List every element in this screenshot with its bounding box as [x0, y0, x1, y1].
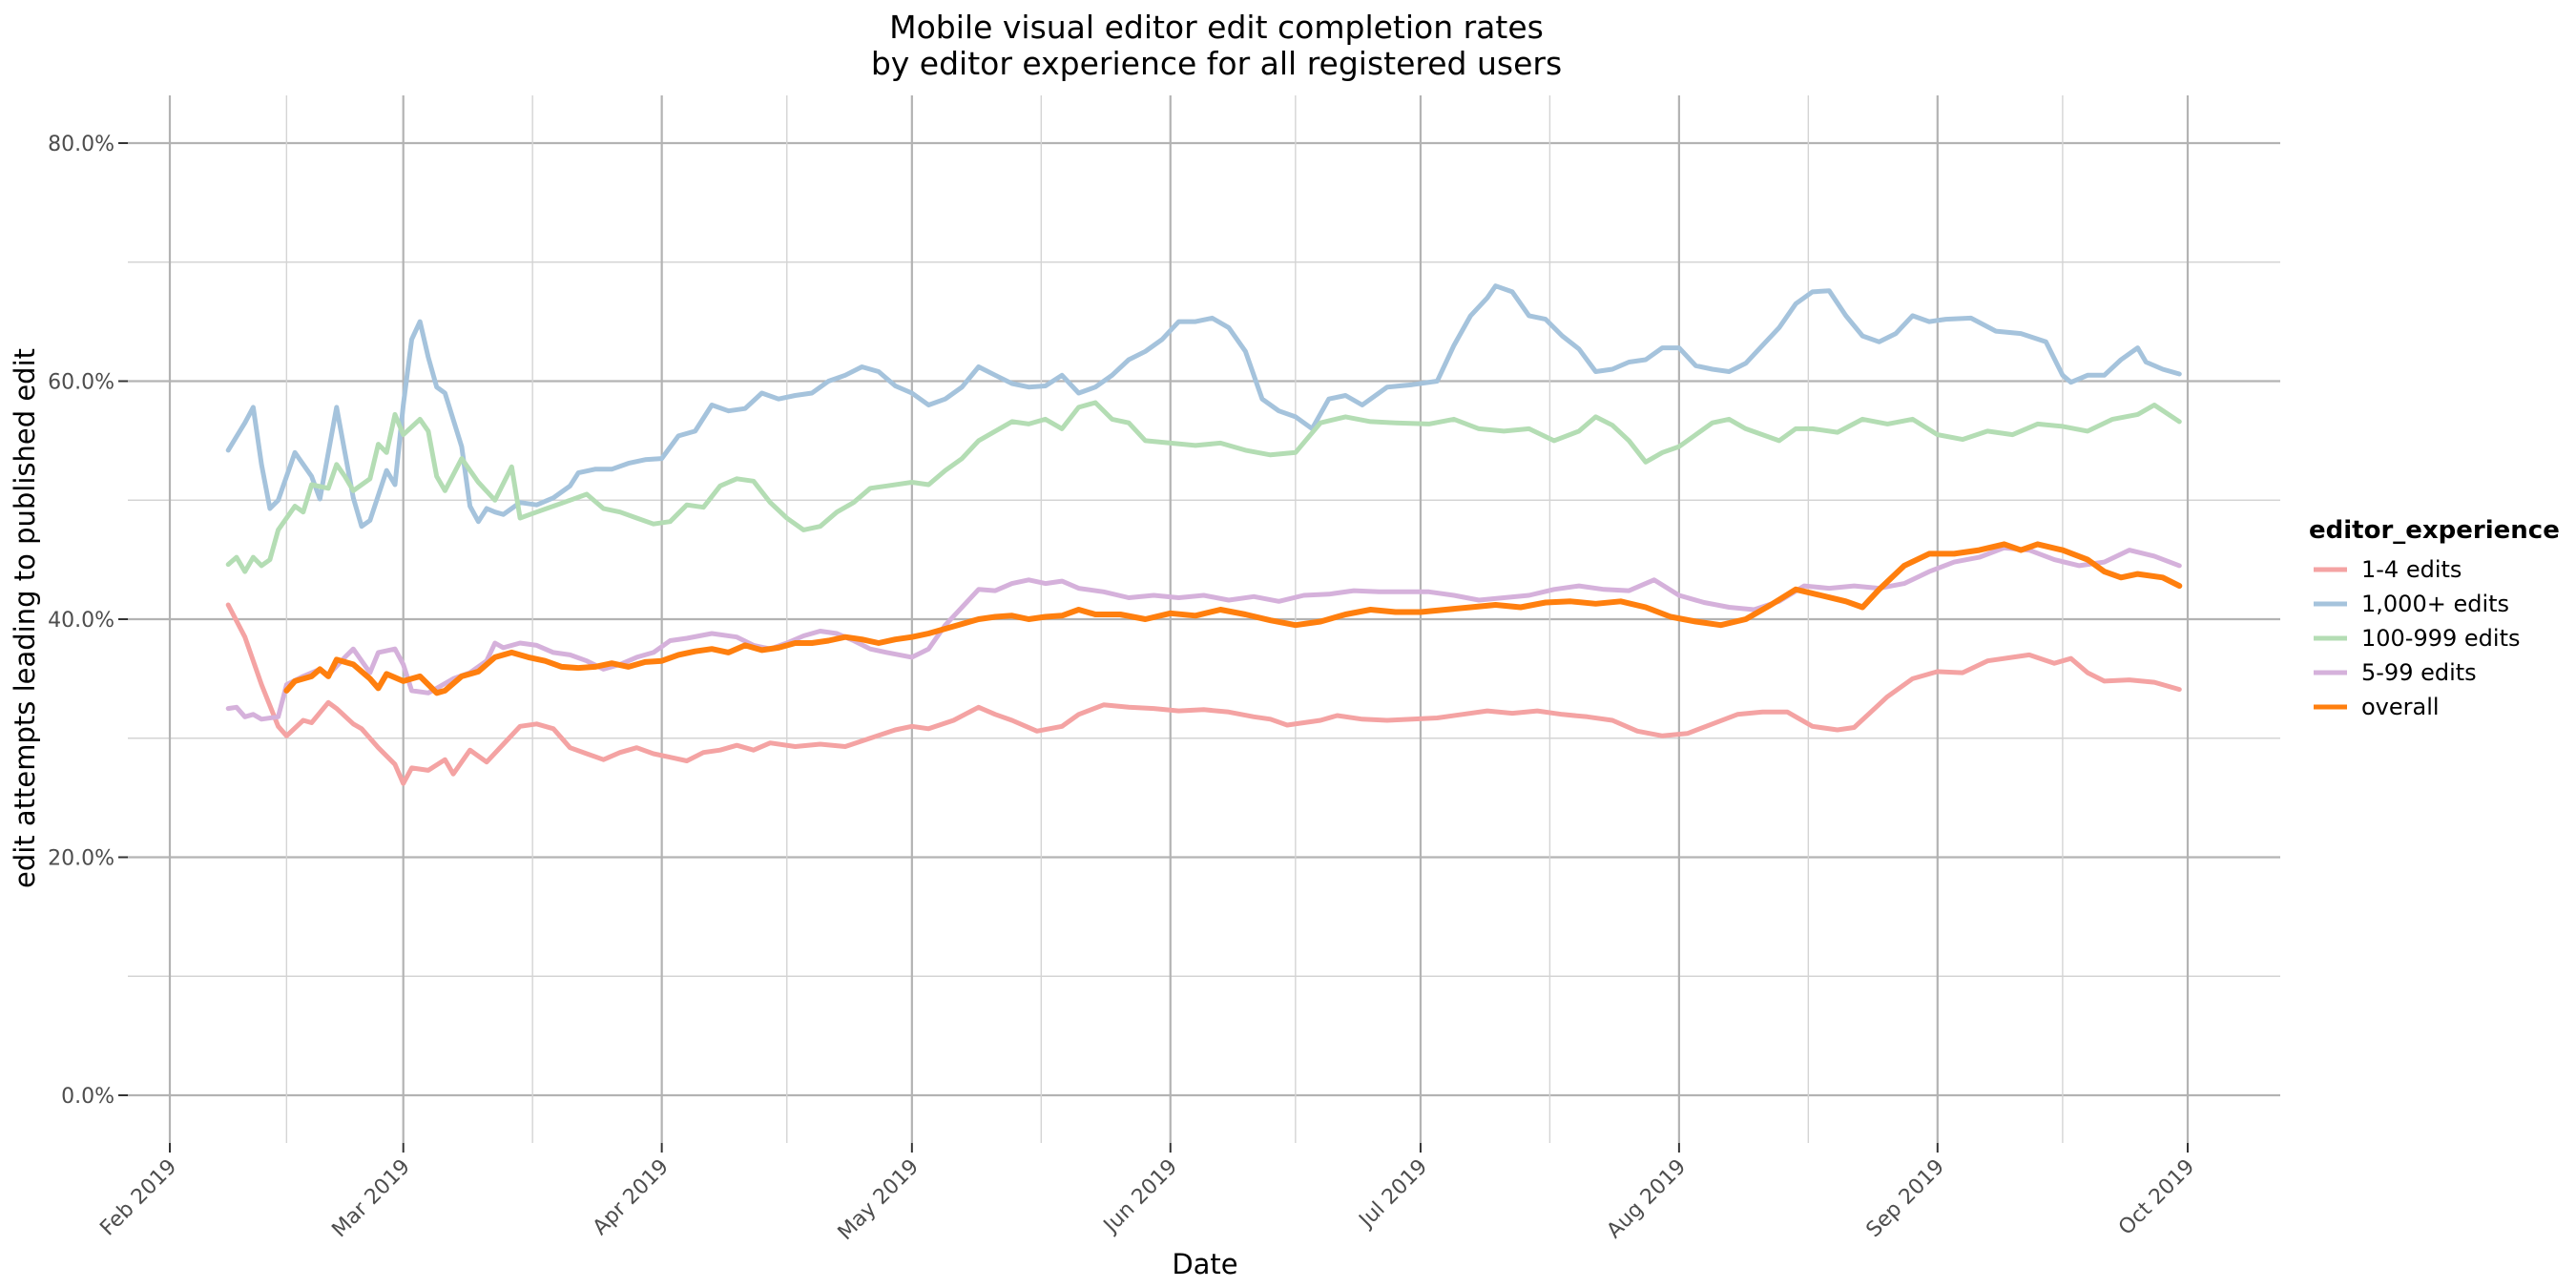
legend-label: 1-4 edits	[2361, 556, 2462, 583]
legend-label: 100-999 edits	[2361, 625, 2521, 652]
legend-label: 5-99 edits	[2361, 659, 2477, 686]
y-tick-label: 60.0%	[48, 371, 114, 395]
legend-label: 1,000+ edits	[2361, 591, 2509, 617]
x-tick-label: Aug 2019	[1603, 1155, 1692, 1244]
y-axis-title: edit attempts leading to published edit	[9, 348, 41, 888]
y-tick-label: 40.0%	[48, 609, 114, 633]
x-tick-label: Mar 2019	[327, 1155, 415, 1243]
y-tick-label: 20.0%	[48, 847, 114, 871]
x-tick-label: Sep 2019	[1862, 1155, 1950, 1243]
grid-layer	[128, 95, 2280, 1143]
x-tick-label: Jun 2019	[1098, 1155, 1182, 1239]
legend-title: editor_experience	[2309, 516, 2560, 545]
series-line-1-4-edits	[225, 602, 2182, 786]
x-tick-label: Apr 2019	[589, 1155, 674, 1240]
x-tick-label: Oct 2019	[2114, 1155, 2199, 1240]
x-axis-title: Date	[1172, 1248, 1237, 1280]
chart-subtitle: by editor experience for all registered …	[871, 45, 1562, 82]
y-tick-label: 80.0%	[48, 133, 114, 156]
legend: editor_experience 1-4 edits 1,000+ edits 1…	[2309, 516, 2560, 720]
series-layer	[225, 283, 2183, 786]
y-tick-label: 0.0%	[61, 1085, 114, 1109]
x-tick-label: Jul 2019	[1354, 1155, 1432, 1234]
x-axis: Feb 2019 Mar 2019 Apr 2019 May 2019 Jun 2019…	[95, 1143, 2199, 1245]
series-line-100-999-edits	[225, 400, 2182, 574]
x-tick-label: May 2019	[834, 1155, 924, 1245]
chart-title: Mobile visual editor edit completion rat…	[889, 9, 1544, 46]
x-tick-label: Feb 2019	[95, 1155, 181, 1241]
y-axis: 0.0% 20.0% 40.0% 60.0% 80.0%	[48, 133, 128, 1109]
series-line-5-99-edits	[225, 545, 2182, 722]
series-line-1-000-edits	[225, 283, 2182, 530]
series-line-overall	[283, 541, 2183, 696]
legend-label: overall	[2361, 694, 2440, 720]
